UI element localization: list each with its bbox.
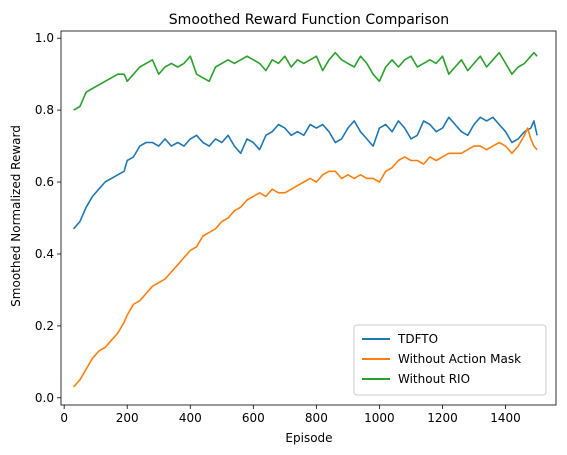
x-tick-label-600: 600 [242, 411, 265, 425]
x-axis-label: Episode [285, 431, 332, 445]
x-tick-label-1200: 1200 [427, 411, 458, 425]
series-line-0 [72, 116, 538, 230]
x-tick-label-400: 400 [179, 411, 202, 425]
chart-title: Smoothed Reward Function Comparison [169, 12, 449, 28]
x-tick-label-1000: 1000 [364, 411, 395, 425]
series-line-1 [72, 127, 538, 388]
plot-lines [72, 51, 538, 388]
legend-label-0: TDFTO [397, 332, 438, 346]
axes: 0 200 400 600 800 1000 1200 1400 0.0 0.2 0.4 0.6 0.8… [35, 30, 557, 425]
x-tick-label-0: 0 [60, 411, 68, 425]
legend-label-1: Without Action Mask [398, 352, 521, 366]
y-axis-label: Smoothed Normalized Reward [9, 125, 23, 307]
y-tick-label-0: 0.0 [35, 391, 54, 405]
x-tick-label-200: 200 [116, 411, 139, 425]
y-tick-label-1: 1.0 [35, 31, 54, 45]
y-tick-label-0.6: 0.6 [35, 175, 54, 189]
series-line-2 [73, 51, 538, 111]
y-tick-label-0.2: 0.2 [35, 319, 54, 333]
y-tick-label-0.4: 0.4 [35, 247, 54, 261]
x-tick-label-800: 800 [305, 411, 328, 425]
legend-label-2: Without RIO [398, 372, 470, 386]
x-tick-label-1400: 1400 [490, 411, 521, 425]
y-tick-label-0.8: 0.8 [35, 103, 54, 117]
legend-box [353, 324, 547, 396]
legend: TDFTO Without Action Mask Without RIO [353, 324, 547, 396]
plot-frame [60, 30, 557, 406]
